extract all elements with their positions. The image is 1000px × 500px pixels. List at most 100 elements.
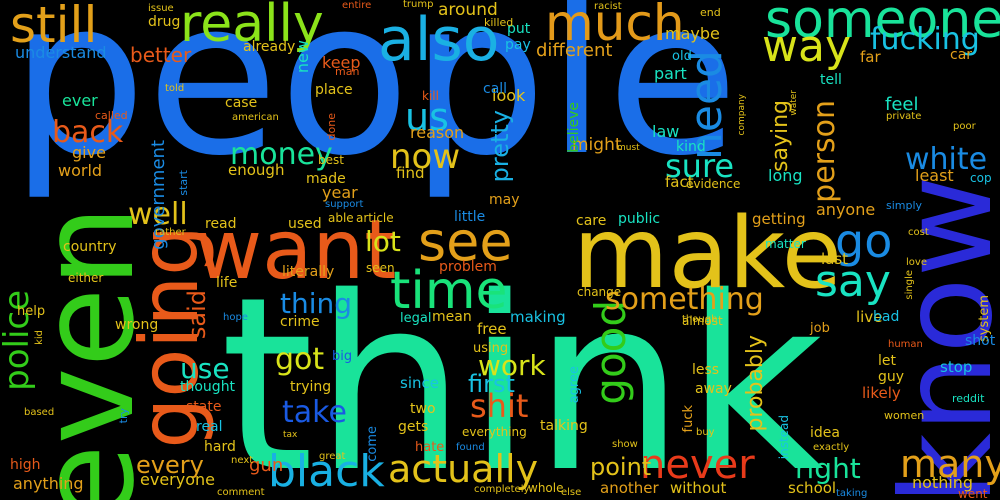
word-nothing: nothing bbox=[912, 473, 974, 492]
word-agree: agree bbox=[567, 366, 582, 404]
word-else: else bbox=[561, 487, 582, 498]
word-rather: rather bbox=[155, 227, 186, 238]
word-reddit: reddit bbox=[952, 392, 985, 405]
word-world: world bbox=[58, 161, 103, 180]
word-ever: ever bbox=[62, 91, 98, 110]
word-find: find bbox=[396, 164, 425, 182]
word-matter: matter bbox=[765, 237, 806, 251]
word-killed: killed bbox=[484, 16, 514, 29]
word-first: first bbox=[468, 370, 515, 398]
word-time: time bbox=[390, 261, 508, 321]
word-water: water bbox=[789, 90, 799, 116]
word-work: work bbox=[478, 349, 546, 382]
word-gets: gets bbox=[398, 419, 429, 435]
word-based: based bbox=[24, 407, 55, 418]
word-understand: understand bbox=[15, 43, 107, 62]
word-crime: crime bbox=[280, 314, 320, 330]
word-little: little bbox=[454, 209, 486, 225]
word-whole: whole bbox=[528, 481, 564, 495]
word-using: using bbox=[473, 341, 509, 356]
word-year: year bbox=[322, 183, 358, 202]
word-women: women bbox=[884, 409, 925, 422]
word-kill: kill bbox=[422, 89, 439, 103]
word-point: point bbox=[590, 453, 652, 481]
word-read: read bbox=[205, 216, 237, 232]
word-almost: almost bbox=[682, 314, 723, 328]
word-problem: problem bbox=[439, 259, 497, 275]
word-instead: instead bbox=[777, 415, 791, 460]
word-made: made bbox=[306, 171, 346, 187]
word-sure: sure bbox=[665, 147, 735, 185]
word-american: american bbox=[232, 112, 279, 123]
word-pay: pay bbox=[505, 37, 531, 53]
word-fact: fact bbox=[665, 173, 694, 191]
word-human: human bbox=[888, 339, 923, 350]
word-care: care bbox=[576, 213, 607, 229]
word-literally: literally bbox=[282, 264, 335, 280]
word-believe: believe bbox=[566, 102, 582, 153]
word-something: something bbox=[605, 282, 764, 317]
word-kind: kind bbox=[676, 139, 706, 155]
word-feel: feel bbox=[885, 94, 919, 115]
word-already: already bbox=[243, 39, 296, 55]
word-though: though bbox=[682, 314, 718, 325]
word-must: must bbox=[617, 143, 640, 153]
word-money: money bbox=[230, 137, 333, 172]
word-every: every bbox=[136, 451, 204, 479]
word-say: say bbox=[815, 256, 891, 307]
word-free: free bbox=[477, 320, 507, 338]
word-thought: thought bbox=[180, 379, 236, 395]
word-car: car bbox=[950, 47, 973, 63]
word-use: use bbox=[180, 352, 230, 385]
word-think: think bbox=[220, 245, 824, 500]
word-may: may bbox=[489, 192, 520, 208]
word-article: article bbox=[356, 211, 394, 225]
word-best: best bbox=[318, 153, 344, 167]
word-black: black bbox=[268, 446, 385, 497]
word-making: making bbox=[510, 308, 566, 326]
word-us: us bbox=[405, 95, 449, 139]
word-come: come bbox=[365, 426, 380, 462]
word-law: law bbox=[652, 122, 680, 141]
word-evidence: evidence bbox=[686, 177, 741, 191]
word-much: much bbox=[545, 0, 685, 52]
word-want: want bbox=[195, 203, 397, 298]
word-put: put bbox=[507, 21, 531, 37]
word-either: either bbox=[68, 271, 104, 285]
word-great: great bbox=[319, 451, 346, 462]
word-real: real bbox=[196, 419, 223, 435]
word-exactly: exactly bbox=[813, 442, 850, 453]
word-able: able bbox=[328, 211, 354, 225]
word-help: help bbox=[17, 304, 46, 319]
word-new: new bbox=[293, 40, 312, 74]
word-went: went bbox=[958, 487, 988, 500]
word-entire: entire bbox=[342, 0, 372, 11]
word-job: job bbox=[810, 321, 830, 336]
word-buy: buy bbox=[696, 427, 715, 438]
word-also: also bbox=[378, 5, 500, 75]
word-cop: cop bbox=[970, 171, 992, 185]
word-end: end bbox=[700, 6, 721, 19]
word-poor: poor bbox=[953, 121, 976, 132]
word-wrong: wrong bbox=[115, 317, 159, 333]
word-show: show bbox=[612, 439, 638, 450]
word-actually: actually bbox=[388, 447, 539, 491]
word-everything: everything bbox=[462, 425, 527, 439]
word-gun: gun bbox=[249, 455, 284, 476]
word-reason: reason bbox=[410, 123, 465, 142]
word-white: white bbox=[905, 142, 988, 177]
word-issue: issue bbox=[148, 3, 174, 14]
word-racist: racist bbox=[594, 1, 622, 12]
word-seen: seen bbox=[366, 261, 395, 275]
word-well: well bbox=[128, 197, 188, 232]
word-shit: shit bbox=[470, 387, 529, 425]
word-far: far bbox=[860, 48, 881, 66]
word-hope: hope bbox=[223, 312, 248, 323]
word-try: try bbox=[117, 408, 130, 424]
word-mean: mean bbox=[432, 309, 472, 325]
word-bad: bad bbox=[873, 309, 900, 325]
word-private: private bbox=[886, 111, 922, 122]
word-old: old bbox=[672, 49, 692, 64]
word-go: go bbox=[835, 214, 893, 268]
